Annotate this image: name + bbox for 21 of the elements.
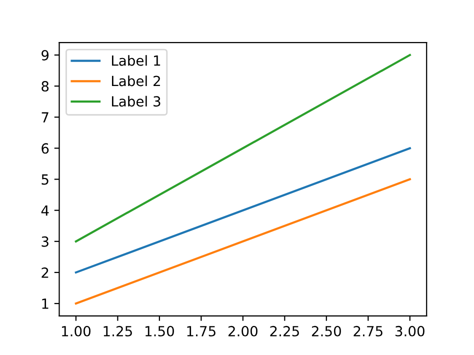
x-tick-label: 3.00 (396, 326, 424, 336)
x-tick-label: 1.00 (62, 326, 90, 336)
y-tick-label: 8 (42, 81, 49, 92)
x-tick-label: 1.75 (187, 326, 216, 336)
x-tick-label: 1.25 (104, 326, 132, 336)
y-tick-label: 2 (42, 267, 48, 278)
x-tick-label: 1.50 (146, 326, 174, 336)
y-tick-label: 5 (42, 174, 48, 185)
y-tick-label: 9 (42, 50, 49, 60)
y-tick-label: 1 (42, 298, 48, 309)
x-tick-label: 2.00 (228, 326, 258, 336)
y-tick-label: 7 (42, 112, 48, 122)
y-tick-label: 3 (42, 236, 48, 247)
legend-label: Label 3 (112, 96, 160, 107)
legend-label: Label 1 (112, 55, 160, 66)
x-tick-label: 2.25 (270, 326, 299, 336)
x-tick-label: 2.75 (354, 326, 382, 336)
y-tick-label: 6 (42, 143, 49, 154)
y-tick-label: 4 (41, 205, 49, 216)
x-tick-label: 2.50 (312, 326, 341, 336)
legend-label: Label 2 (112, 75, 160, 86)
